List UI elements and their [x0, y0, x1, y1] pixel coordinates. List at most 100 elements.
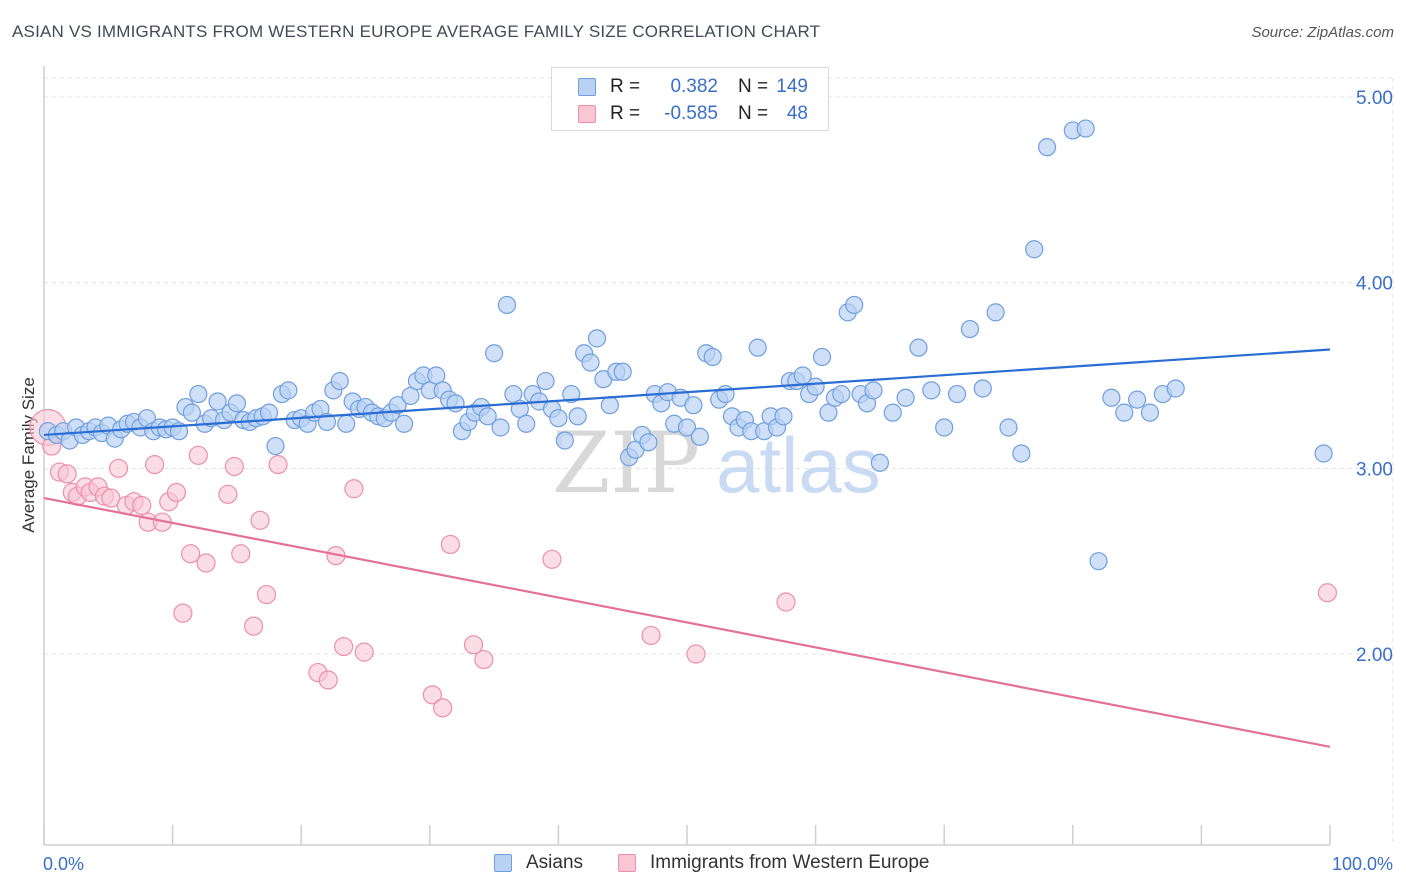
y-axis-label: Average Family Size [19, 377, 38, 533]
point-immigrants [181, 544, 201, 564]
point-asians [883, 403, 902, 422]
point-asians [716, 384, 735, 404]
point-asians [1166, 379, 1185, 398]
point-asians [935, 418, 954, 437]
point-immigrants [224, 456, 244, 477]
y-tick-label: 3.00 [1356, 459, 1393, 480]
y-tick-label: 5.00 [1356, 88, 1393, 109]
point-immigrants [474, 649, 494, 670]
point-asians [896, 388, 915, 407]
trend-lines [43, 348, 1331, 748]
point-asians [1102, 388, 1121, 407]
legend-n-value: 48 [786, 103, 808, 124]
point-asians [587, 329, 607, 348]
y-tick-labels: 2.00 3.00 4.00 5.00 [1356, 88, 1393, 666]
point-asians [999, 418, 1018, 437]
x-tick-label-max: 100.0% [1332, 854, 1393, 874]
point-immigrants [334, 636, 354, 657]
point-asians [446, 394, 465, 413]
point-asians [677, 418, 697, 437]
series-swatch-asians [494, 854, 512, 872]
point-asians [227, 394, 246, 413]
series-legend-asians[interactable]: Asians [494, 852, 583, 874]
point-immigrants [344, 479, 364, 499]
point-asians [909, 338, 928, 357]
legend-n-label: N = [738, 103, 769, 124]
point-asians [388, 396, 407, 415]
point-asians [1076, 119, 1095, 138]
point-asians [517, 414, 536, 433]
series-swatch-immigrants [618, 854, 636, 872]
point-asians [182, 403, 201, 422]
legend-row-immigrants: R = -0.585 N = 48 [578, 101, 808, 127]
point-immigrants [250, 510, 270, 530]
point-immigrants [166, 482, 187, 503]
point-immigrants [244, 616, 264, 636]
point-asians [491, 418, 510, 437]
point-asians [832, 384, 851, 404]
correlation-legend: R = 0.382 N = 149 R = -0.585 N = 48 [551, 67, 829, 131]
point-immigrants [268, 455, 288, 475]
point-asians [1037, 138, 1057, 157]
point-asians [870, 453, 890, 472]
point-asians [394, 414, 414, 433]
point-asians [189, 384, 208, 404]
point-immigrants [188, 445, 208, 465]
point-asians [703, 347, 722, 367]
trend-line-asians [43, 348, 1331, 437]
point-asians [485, 344, 504, 363]
series-legend-immigrants[interactable]: Immigrants from Western Europe [618, 852, 929, 874]
point-immigrants [231, 544, 251, 564]
point-asians [986, 303, 1005, 322]
axes [43, 66, 1331, 846]
point-asians [1140, 403, 1160, 422]
point-asians [845, 295, 864, 315]
point-asians [684, 396, 703, 415]
legend-r-value: 0.382 [670, 76, 718, 97]
point-immigrants [1317, 583, 1338, 603]
point-immigrants [108, 458, 129, 478]
point-immigrants [218, 484, 238, 504]
point-asians [478, 407, 497, 426]
point-immigrants [144, 455, 165, 475]
point-asians [259, 403, 279, 422]
point-asians [690, 427, 709, 446]
point-asians [600, 396, 619, 415]
point-asians [973, 379, 992, 398]
point-immigrants [173, 603, 193, 623]
legend-n-label: N = [738, 76, 769, 97]
source-label: Source: ZipAtlas.com [1251, 24, 1394, 41]
series-legend-label: Asians [526, 852, 584, 873]
x-tick-label-min: 0.0% [43, 854, 84, 874]
point-immigrants [196, 553, 216, 573]
point-asians [549, 409, 568, 428]
legend-r-label: R = [610, 103, 641, 124]
point-immigrants [101, 488, 121, 508]
y-tick-label: 4.00 [1356, 274, 1393, 295]
point-asians [1127, 390, 1147, 409]
point-immigrants [318, 670, 338, 690]
point-asians [208, 392, 227, 411]
point-asians [806, 377, 825, 396]
y-tick-label: 2.00 [1356, 645, 1393, 666]
point-asians [568, 407, 587, 426]
watermark: ZIP atlas [552, 414, 881, 512]
point-asians [581, 353, 600, 372]
legend-swatch-asians [578, 78, 596, 96]
point-asians [864, 381, 883, 400]
series-asians-points [38, 119, 1333, 571]
point-asians [812, 347, 832, 367]
point-immigrants [422, 685, 442, 705]
point-immigrants [641, 625, 661, 646]
point-immigrants [354, 642, 374, 662]
point-immigrants [256, 584, 277, 605]
point-asians [613, 362, 632, 381]
point-immigrants [440, 534, 460, 555]
point-immigrants [686, 644, 706, 664]
point-asians [317, 412, 337, 432]
point-asians [1115, 403, 1134, 422]
legend-swatch-immigrants [578, 105, 596, 123]
point-asians [337, 414, 356, 433]
point-asians [266, 436, 285, 456]
